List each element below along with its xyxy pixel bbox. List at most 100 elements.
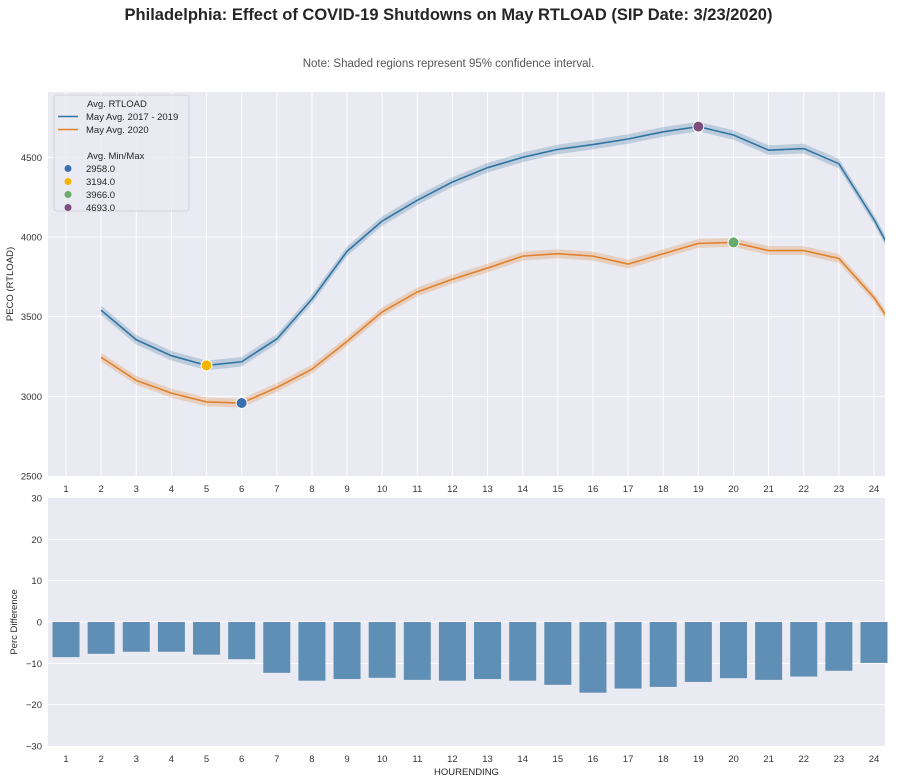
y-tick-label: 3000 xyxy=(21,392,42,403)
min-max-marker xyxy=(727,236,740,249)
bar xyxy=(87,622,115,654)
y-axis-label: PECO (RTLOAD) xyxy=(5,247,16,321)
confidence-band-1 xyxy=(101,237,885,408)
x-tick-label: 10 xyxy=(377,754,388,765)
legend-marker-entry: 4693.0 xyxy=(86,203,115,214)
chart-subtitle: Note: Shaded regions represent 95% confi… xyxy=(302,58,595,70)
bar xyxy=(719,622,747,679)
y-tick-label: 30 xyxy=(31,494,42,505)
legend-marker-entry: 3966.0 xyxy=(86,190,115,201)
bar xyxy=(825,622,853,671)
plot-area xyxy=(100,120,885,410)
series-line-0 xyxy=(100,125,885,367)
legend-title-markers: Avg. Min/Max xyxy=(87,151,145,162)
bar xyxy=(790,622,818,677)
x-tick-label: 20 xyxy=(728,754,739,765)
legend-entry: May Avg. 2020 xyxy=(86,125,149,136)
y-tick-label: 2500 xyxy=(21,472,42,483)
x-tick-label: 18 xyxy=(658,484,669,495)
bar xyxy=(403,622,431,680)
confidence-band-0 xyxy=(101,121,885,371)
legend-marker-swatch xyxy=(64,191,72,198)
min-max-marker xyxy=(692,120,705,133)
x-tick-label: 4 xyxy=(169,484,174,495)
x-tick-label: 6 xyxy=(239,754,244,765)
x-tick-label: 17 xyxy=(623,484,634,495)
legend-marker-entry: 3194.0 xyxy=(86,177,115,188)
x-tick-label: 7 xyxy=(274,484,279,495)
bar xyxy=(544,622,572,685)
y-tick-label: 0 xyxy=(37,618,42,629)
bar xyxy=(263,622,291,673)
bar xyxy=(649,622,677,687)
y-tick-label: −20 xyxy=(26,700,42,711)
x-tick-label: 17 xyxy=(623,754,634,765)
x-tick-label: 5 xyxy=(204,754,209,765)
x-tick-label: 13 xyxy=(482,754,493,765)
bar xyxy=(684,622,712,682)
y-tick-label: 10 xyxy=(31,576,42,587)
legend-title-lines: Avg. RTLOAD xyxy=(87,99,147,110)
legend: Avg. RTLOAD May Avg. 2017 - 2019 May Avg. … xyxy=(53,94,190,214)
x-tick-label: 24 xyxy=(869,754,880,765)
x-tick-label: 9 xyxy=(344,484,349,495)
x-tick-label: 22 xyxy=(798,484,809,495)
legend-box xyxy=(53,94,190,212)
min-max-marker xyxy=(200,359,213,372)
legend-entry: May Avg. 2017 - 2019 xyxy=(86,112,178,123)
x-tick-label: 22 xyxy=(798,754,809,765)
x-tick-label: 12 xyxy=(447,484,458,495)
x-tick-label: 11 xyxy=(412,484,422,495)
x-tick-label: 14 xyxy=(517,484,528,495)
x-tick-label: 18 xyxy=(658,754,669,765)
legend-marker-swatch xyxy=(64,204,72,211)
x-tick-label: 1 xyxy=(63,754,68,765)
min-max-marker xyxy=(235,397,248,410)
x-tick-label: 5 xyxy=(204,484,209,495)
legend-marker-entry: 2958.0 xyxy=(86,164,115,175)
chart-title: Philadelphia: Effect of COVID-19 Shutdow… xyxy=(124,6,773,24)
bar xyxy=(755,622,783,680)
x-tick-label: 23 xyxy=(834,754,845,765)
x-tick-label: 19 xyxy=(693,754,704,765)
x-tick-label: 24 xyxy=(869,484,880,495)
x-tick-label: 19 xyxy=(693,484,704,495)
bar xyxy=(333,622,361,680)
bar xyxy=(122,622,150,652)
x-tick-label: 9 xyxy=(344,754,349,765)
x-tick-label: 16 xyxy=(588,754,599,765)
top-line-plot: 1 2 3 4 5 6 7 8 9 10 11 12 13 14 15 16 17 18 19 20 21 22 23 242… xyxy=(5,92,885,495)
bar xyxy=(438,622,466,681)
x-tick-label: 8 xyxy=(309,484,314,495)
x-tick-label: 16 xyxy=(588,484,599,495)
x-axis-label: HOURENDING xyxy=(434,767,499,778)
x-tick-label: 8 xyxy=(309,754,314,765)
x-tick-label: 12 xyxy=(447,754,458,765)
legend-marker-swatch xyxy=(64,178,72,185)
bar xyxy=(52,622,80,658)
x-tick-label: 21 xyxy=(763,484,774,495)
y-axis-label: Perc Difference xyxy=(9,589,20,654)
x-tick-label: 3 xyxy=(134,484,139,495)
x-tick-label: 2 xyxy=(98,484,103,495)
bar xyxy=(298,622,326,681)
x-tick-label: 2 xyxy=(98,754,103,765)
bar xyxy=(228,622,256,660)
x-tick-label: 7 xyxy=(274,754,279,765)
bar xyxy=(860,622,888,663)
x-tick-label: 20 xyxy=(728,484,739,495)
y-tick-label: 20 xyxy=(31,535,42,546)
bar xyxy=(614,622,642,689)
bar xyxy=(157,622,185,652)
bar xyxy=(368,622,396,678)
y-tick-label: 4500 xyxy=(21,153,42,164)
bar xyxy=(193,622,221,655)
x-tick-label: 14 xyxy=(517,754,528,765)
legend-marker-swatch xyxy=(64,165,72,172)
x-tick-label: 6 xyxy=(239,484,244,495)
x-tick-label: 23 xyxy=(834,484,845,495)
x-tick-label: 15 xyxy=(553,754,564,765)
bar xyxy=(579,622,607,693)
